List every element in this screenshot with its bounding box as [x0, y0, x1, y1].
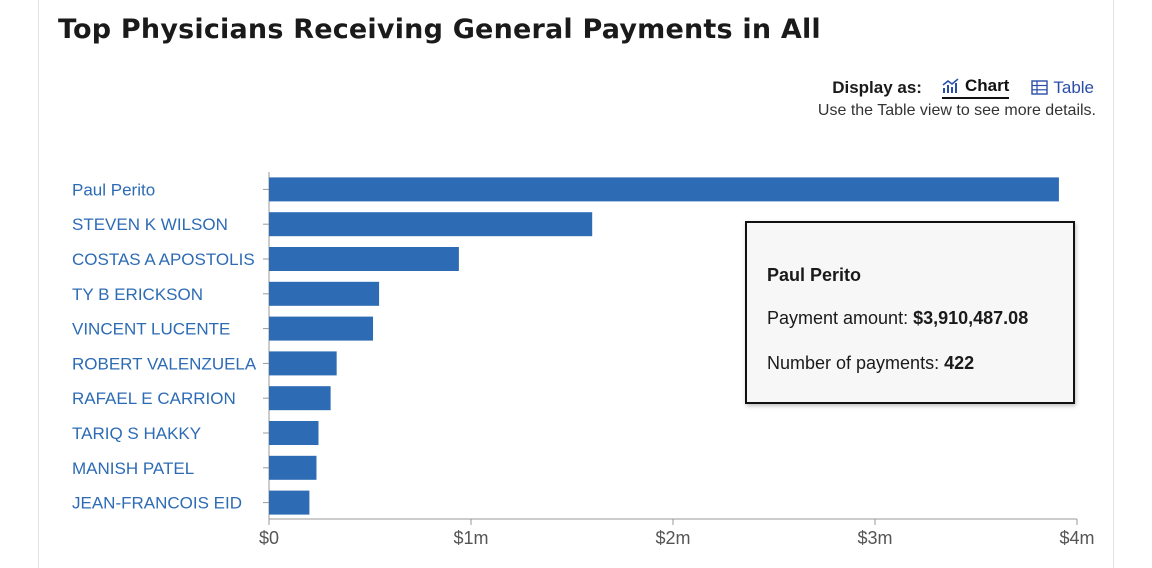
y-tick-label: JEAN-FRANCOIS EID	[72, 494, 242, 513]
table-icon	[1031, 80, 1049, 95]
table-view-hint: Use the Table view to see more details.	[817, 102, 1096, 119]
y-tick-label: ROBERT VALENZUELA	[72, 354, 257, 373]
y-tick-label: Paul Perito	[72, 180, 155, 199]
display-label: Display as:	[832, 77, 922, 97]
x-tick-label: $1m	[453, 528, 488, 548]
y-tick-label: RAFAEL E CARRION	[72, 389, 236, 408]
bar	[269, 281, 380, 306]
tooltip-amount-value: $3,910,487.08	[913, 308, 1029, 328]
tooltip-amount-label: Payment amount:	[767, 308, 909, 328]
tooltip-count: Number of payments: 422	[767, 353, 1073, 374]
tooltip-amount: Payment amount: $3,910,487.08	[767, 308, 1073, 329]
y-tick-label: VINCENT LUCENTE	[72, 320, 230, 339]
table-view-button[interactable]: Table	[1031, 78, 1094, 98]
tooltip-count-value: 422	[944, 353, 975, 373]
table-view-label: Table	[1053, 77, 1094, 97]
bar	[269, 351, 337, 376]
chart-view-button[interactable]: Chart	[941, 76, 1010, 99]
y-tick-label: TARIQ S HAKKY	[72, 424, 201, 443]
chart-tooltip: Paul Perito Payment amount: $3,910,487.0…	[745, 221, 1075, 404]
chart-view-label: Chart	[964, 76, 1010, 95]
y-tick-label: COSTAS A APOSTOLIS	[72, 250, 255, 269]
y-tick-label: STEVEN K WILSON	[72, 215, 228, 234]
bar	[269, 455, 317, 480]
x-tick-label: $4m	[1059, 528, 1094, 548]
x-tick-label: $2m	[655, 528, 690, 548]
display-toggle: Display as: Chart Table	[832, 76, 1094, 99]
bar	[269, 247, 459, 271]
page-title: Top Physicians Receiving General Payment…	[58, 14, 821, 45]
bar	[269, 212, 593, 237]
tooltip-count-label: Number of payments:	[767, 353, 940, 373]
bar	[269, 316, 374, 341]
bar	[269, 421, 319, 445]
chart-icon	[942, 78, 959, 93]
y-tick-label: TY B ERICKSON	[72, 285, 203, 304]
x-tick-label: $3m	[857, 528, 892, 548]
bar	[269, 386, 331, 411]
bar	[269, 177, 1059, 202]
bar	[269, 490, 310, 515]
y-tick-label: MANISH PATEL	[72, 459, 194, 478]
tooltip-name: Paul Perito	[767, 265, 862, 285]
x-tick-label: $0	[259, 528, 279, 548]
